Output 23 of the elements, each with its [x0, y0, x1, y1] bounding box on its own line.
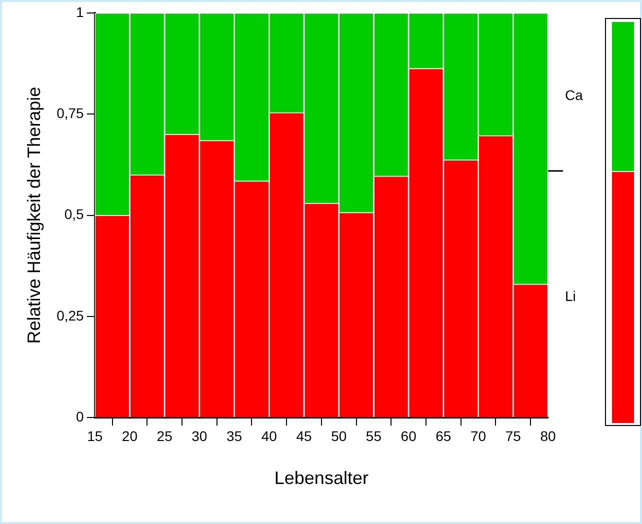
- y-tick-label: 1: [76, 4, 84, 20]
- x-tick-label: 75: [505, 428, 522, 444]
- x-tick-label: 55: [366, 428, 382, 444]
- x-tick-label: 15: [87, 428, 103, 444]
- x-tick-label: 60: [400, 428, 417, 444]
- x-axis-title: Lebensalter: [274, 468, 368, 488]
- y-tick-label: 0,5: [64, 206, 84, 222]
- text: Li: [565, 288, 576, 304]
- x-tick-label: 70: [470, 428, 486, 444]
- x-tick-label: 80: [540, 428, 556, 444]
- x-tick-label: 35: [226, 428, 242, 444]
- y-tick-label: 0,75: [56, 105, 84, 122]
- x-tick-label: 50: [331, 428, 347, 444]
- x-tick-label: 65: [436, 428, 452, 444]
- y-tick-label: 0,25: [56, 307, 84, 324]
- text: Ca: [565, 86, 584, 103]
- x-tick-label: 45: [296, 428, 312, 444]
- x-tick-label: 30: [192, 428, 208, 444]
- y-axis-title: Relative Häufigkeit der Therapie: [24, 86, 44, 344]
- x-tick-label: 20: [122, 428, 138, 444]
- x-tick-label: 25: [156, 428, 173, 444]
- x-tick-label: 40: [261, 428, 278, 444]
- y-tick-label: 0: [76, 408, 84, 424]
